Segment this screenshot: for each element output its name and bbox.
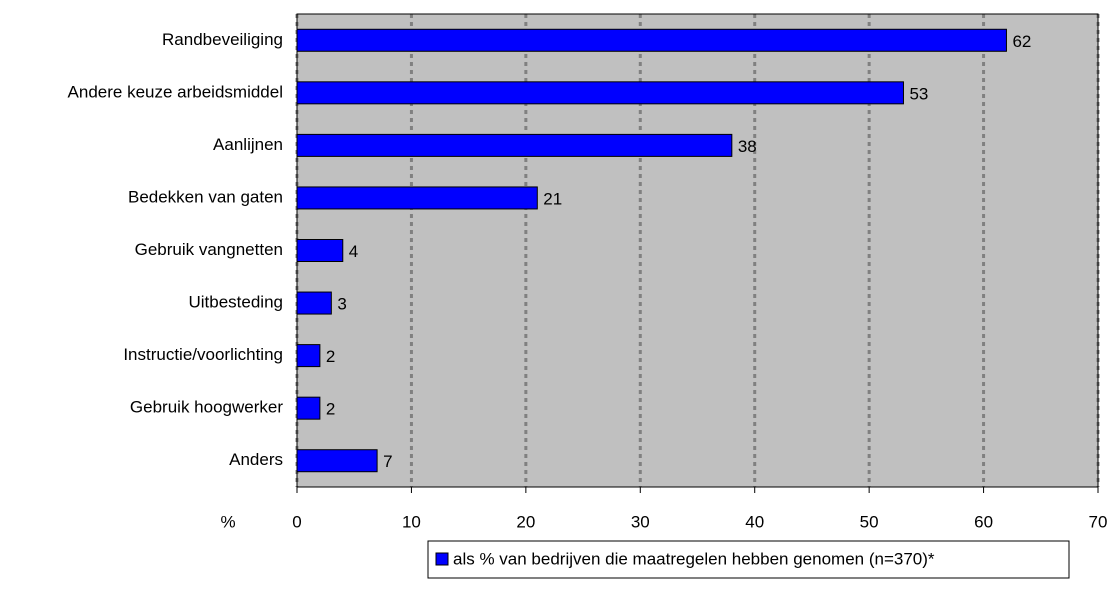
data-label: 38 bbox=[738, 137, 757, 156]
y-tick-label: Uitbesteding bbox=[188, 293, 283, 312]
legend-label: als % van bedrijven die maatregelen hebb… bbox=[453, 549, 935, 568]
legend-box bbox=[427, 540, 1070, 579]
legend-swatch bbox=[435, 552, 449, 566]
data-label: 2 bbox=[326, 347, 335, 366]
data-label: 3 bbox=[337, 295, 346, 314]
x-tick-label: 40 bbox=[745, 512, 764, 531]
y-tick-label: Aanlijnen bbox=[213, 135, 283, 154]
data-label: 62 bbox=[1012, 32, 1031, 51]
bar bbox=[296, 81, 904, 105]
bar bbox=[296, 28, 1007, 52]
x-tick-label: 50 bbox=[860, 512, 879, 531]
bar bbox=[296, 239, 344, 262]
y-tick-label: Gebruik hoogwerker bbox=[130, 398, 283, 417]
x-tick-label: 30 bbox=[631, 512, 650, 531]
y-tick-label: Andere keuze arbeidsmiddel bbox=[68, 82, 283, 101]
y-tick-label: Gebruik vangnetten bbox=[135, 240, 283, 259]
bar bbox=[296, 291, 332, 315]
x-tick-label: 60 bbox=[974, 512, 993, 531]
x-tick-label: 10 bbox=[402, 512, 421, 531]
y-tick-label: Randbeveiliging bbox=[162, 30, 283, 49]
data-label: 2 bbox=[326, 400, 335, 419]
x-tick-label: 20 bbox=[516, 512, 535, 531]
x-tick-label: 70 bbox=[1089, 512, 1108, 531]
data-label: 7 bbox=[383, 452, 392, 471]
x-tick-label: 0 bbox=[292, 512, 301, 531]
x-axis-label: % bbox=[220, 512, 235, 531]
bar bbox=[296, 133, 733, 157]
y-tick-label: Bedekken van gaten bbox=[128, 187, 283, 206]
y-tick-label: Anders bbox=[229, 450, 283, 469]
data-label: 21 bbox=[543, 189, 562, 208]
bar bbox=[296, 344, 321, 368]
bar bbox=[296, 186, 538, 210]
data-label: 53 bbox=[909, 84, 928, 103]
y-tick-label: Instructie/voorlichting bbox=[123, 345, 283, 364]
data-label: 4 bbox=[349, 242, 358, 261]
bar bbox=[296, 396, 321, 420]
bar bbox=[296, 449, 378, 473]
